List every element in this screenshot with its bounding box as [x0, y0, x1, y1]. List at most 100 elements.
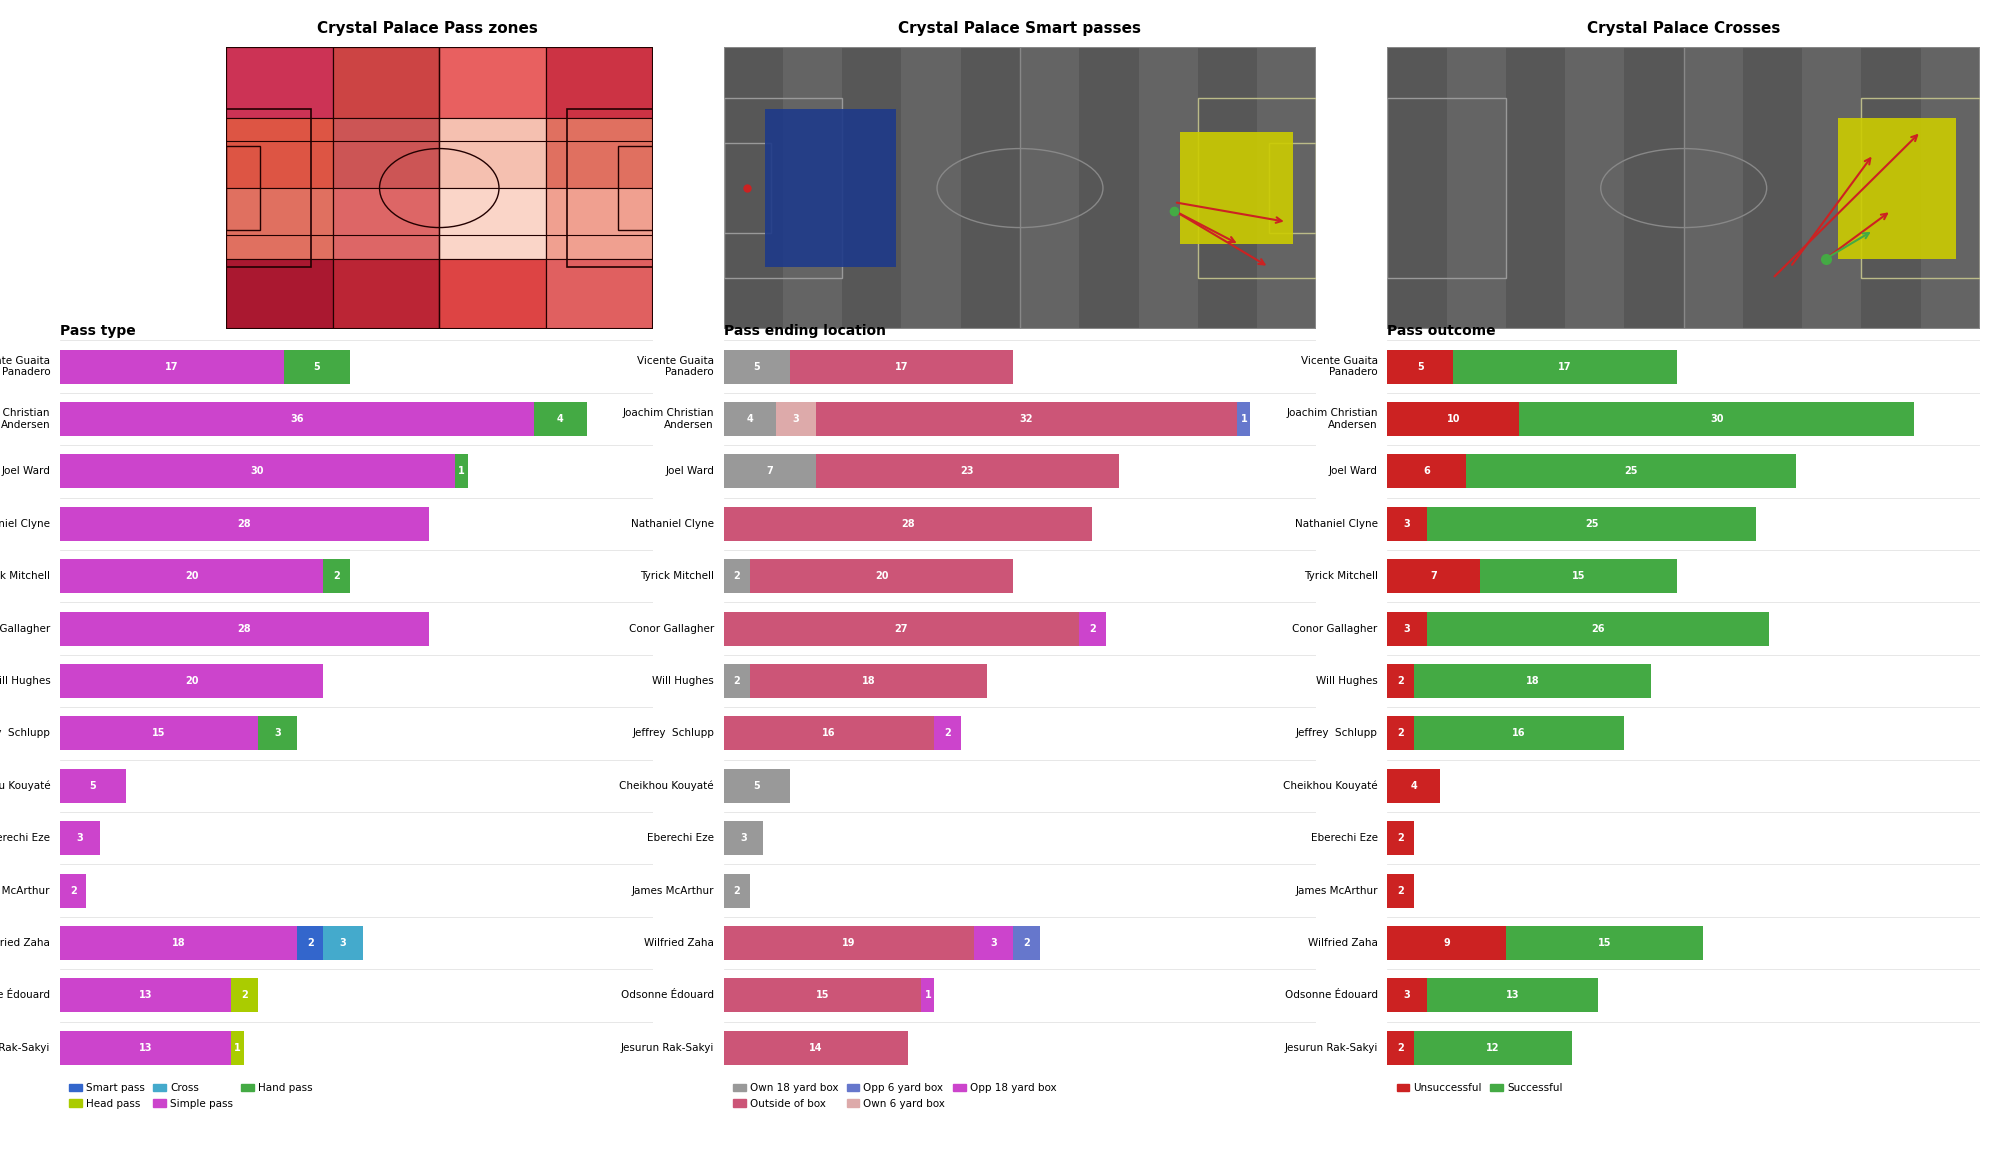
Bar	[60, 717, 258, 751]
Bar	[60, 821, 100, 855]
Text: Pass ending location: Pass ending location	[724, 324, 886, 338]
Text: 2: 2	[734, 886, 740, 895]
Text: 5: 5	[1416, 362, 1424, 371]
Text: 23: 23	[960, 466, 974, 476]
Bar	[60, 926, 298, 960]
Bar	[284, 350, 350, 383]
Text: 2: 2	[734, 676, 740, 686]
Text: 15: 15	[1598, 938, 1612, 948]
Text: 2: 2	[944, 728, 950, 738]
Bar	[1454, 350, 1678, 383]
Bar	[724, 768, 790, 803]
Bar	[750, 559, 1014, 593]
Bar	[724, 611, 1080, 645]
Text: 28: 28	[238, 519, 252, 529]
Text: 2: 2	[306, 938, 314, 948]
Bar	[1466, 455, 1796, 489]
Text: 18: 18	[172, 938, 186, 948]
Bar	[1388, 979, 1426, 1013]
Text: 10: 10	[1446, 414, 1460, 424]
Legend: Smart pass, Head pass, Cross, Simple pass, Hand pass: Smart pass, Head pass, Cross, Simple pas…	[66, 1079, 316, 1113]
Title: Crystal Palace Smart passes: Crystal Palace Smart passes	[898, 21, 1142, 36]
Text: 5: 5	[314, 362, 320, 371]
Text: 2: 2	[334, 571, 340, 582]
Text: 2: 2	[1398, 886, 1404, 895]
Bar	[724, 350, 790, 383]
Text: 1: 1	[234, 1042, 242, 1053]
Text: 1: 1	[924, 991, 932, 1000]
Bar	[1388, 768, 1440, 803]
Legend: Own 18 yard box, Outside of box, Opp 6 yard box, Own 6 yard box, Opp 18 yard box: Own 18 yard box, Outside of box, Opp 6 y…	[728, 1079, 1060, 1113]
Bar	[232, 1030, 244, 1065]
Text: 5: 5	[90, 780, 96, 791]
Text: 3: 3	[990, 938, 998, 948]
Bar	[60, 768, 126, 803]
Text: 13: 13	[138, 991, 152, 1000]
Bar	[60, 873, 86, 907]
Text: 3: 3	[792, 414, 800, 424]
Bar	[1414, 1030, 1572, 1065]
Bar	[1388, 873, 1414, 907]
Text: 2: 2	[1398, 1042, 1404, 1053]
Bar	[1426, 611, 1770, 645]
Bar	[1388, 402, 1520, 436]
Text: 3: 3	[1404, 991, 1410, 1000]
Bar	[1426, 979, 1598, 1013]
Bar	[724, 979, 922, 1013]
Text: 18: 18	[862, 676, 876, 686]
Bar	[60, 611, 428, 645]
Bar	[60, 350, 284, 383]
Bar	[1388, 664, 1414, 698]
Text: 17: 17	[166, 362, 178, 371]
Bar	[1480, 559, 1678, 593]
Bar	[60, 455, 456, 489]
Text: 1: 1	[458, 466, 466, 476]
Text: 3: 3	[1404, 519, 1410, 529]
Text: 15: 15	[152, 728, 166, 738]
Bar	[816, 455, 1118, 489]
Bar	[724, 1030, 908, 1065]
Bar	[750, 664, 988, 698]
Bar	[790, 350, 1014, 383]
Bar	[1388, 455, 1466, 489]
Bar	[724, 873, 750, 907]
Text: 28: 28	[902, 519, 914, 529]
Bar	[724, 664, 750, 698]
Bar	[1506, 926, 1704, 960]
Legend: Unsuccessful, Successful: Unsuccessful, Successful	[1392, 1079, 1566, 1097]
Bar	[456, 455, 468, 489]
Text: 7: 7	[1430, 571, 1436, 582]
Text: 18: 18	[1526, 676, 1540, 686]
Text: Pass outcome: Pass outcome	[1388, 324, 1496, 338]
Bar	[1388, 821, 1414, 855]
Bar	[324, 926, 362, 960]
Text: 1: 1	[1240, 414, 1248, 424]
Text: 32: 32	[1020, 414, 1034, 424]
Text: 30: 30	[250, 466, 264, 476]
Bar	[1520, 402, 1914, 436]
Bar	[232, 979, 258, 1013]
Bar	[1080, 611, 1106, 645]
Bar	[1388, 506, 1426, 540]
Text: 20: 20	[184, 571, 198, 582]
Text: 15: 15	[816, 991, 830, 1000]
Text: 4: 4	[746, 414, 754, 424]
Text: 2: 2	[70, 886, 76, 895]
Text: 3: 3	[340, 938, 346, 948]
Text: 3: 3	[274, 728, 280, 738]
Bar	[724, 821, 764, 855]
Bar	[724, 926, 974, 960]
Bar	[60, 1030, 232, 1065]
Text: Pass type: Pass type	[60, 324, 136, 338]
Text: 3: 3	[740, 833, 746, 844]
Bar	[534, 402, 586, 436]
Bar	[1388, 1030, 1414, 1065]
Bar	[724, 402, 776, 436]
Bar	[934, 717, 960, 751]
Bar	[724, 559, 750, 593]
Bar	[922, 979, 934, 1013]
Bar	[724, 717, 934, 751]
Text: 16: 16	[1512, 728, 1526, 738]
Bar	[974, 926, 1014, 960]
Bar	[324, 559, 350, 593]
